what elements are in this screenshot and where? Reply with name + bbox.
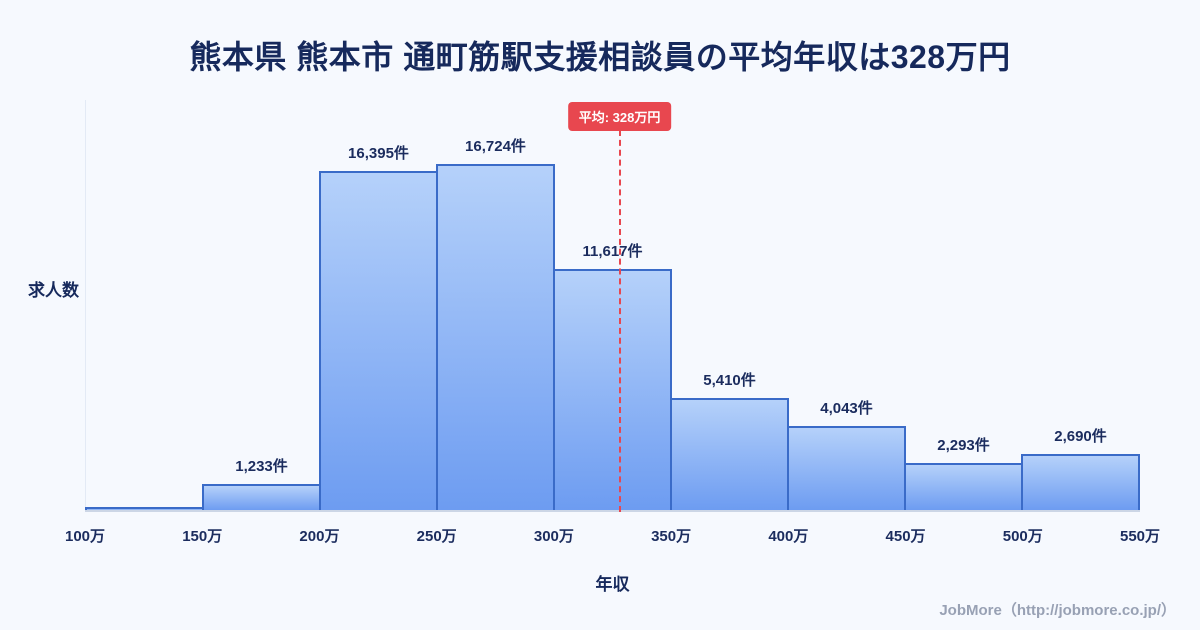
footer-credit: JobMore（http://jobmore.co.jp/） bbox=[939, 602, 1176, 619]
bar-value-label: 11,617件 bbox=[582, 243, 643, 260]
bar-value-label: 2,690件 bbox=[1054, 428, 1107, 445]
x-tick-label: 400万 bbox=[768, 528, 809, 545]
bar-cell: 1,233件 bbox=[202, 100, 321, 510]
x-ticks: 100万 150万 200万 250万 300万 350万 400万 450万 500万 550万 bbox=[65, 512, 1160, 545]
bar-cell: 16,724件 bbox=[436, 100, 555, 510]
x-tick-label: 200万 bbox=[299, 528, 340, 545]
histogram-bar bbox=[904, 463, 1023, 510]
bar-value-label: 2,293件 bbox=[937, 437, 990, 454]
histogram-bar bbox=[85, 507, 204, 510]
average-badge: 平均: 328万円 bbox=[567, 102, 672, 131]
x-tick-label: 150万 bbox=[182, 528, 223, 545]
bar-cell: 2,690件 bbox=[1021, 100, 1140, 510]
bar-cell bbox=[85, 100, 204, 510]
x-tick-label: 450万 bbox=[885, 528, 926, 545]
histogram-bar bbox=[1021, 454, 1140, 510]
bar-value-label: 1,233件 bbox=[235, 458, 288, 475]
histogram-bar bbox=[319, 171, 438, 510]
bar-value-label: 5,410件 bbox=[703, 372, 756, 389]
x-tick-label: 100万 bbox=[64, 528, 106, 545]
bar-value-label: 16,395件 bbox=[348, 145, 409, 162]
x-tick-label: 300万 bbox=[533, 528, 574, 545]
x-tick-label: 350万 bbox=[651, 528, 692, 545]
bar-cell: 5,410件 bbox=[670, 100, 789, 510]
histogram-bar bbox=[436, 164, 555, 510]
histogram-bar bbox=[553, 269, 672, 510]
bar-cell: 11,617件 bbox=[553, 100, 672, 510]
bar-value-label: 4,043件 bbox=[820, 400, 873, 417]
bar-cell: 4,043件 bbox=[787, 100, 906, 510]
x-tick-label: 250万 bbox=[416, 528, 457, 545]
x-axis-label: 年収 bbox=[595, 575, 630, 594]
bar-value-label: 16,724件 bbox=[465, 138, 526, 155]
average-line bbox=[618, 130, 621, 512]
x-tick-label: 500万 bbox=[1002, 528, 1043, 545]
x-axis-line bbox=[85, 510, 1140, 512]
bar-cell: 16,395件 bbox=[319, 100, 438, 510]
histogram-bar bbox=[787, 426, 906, 510]
y-axis-label: 求人数 bbox=[28, 281, 79, 300]
bars-container: 1,233件 16,395件 16,724件 11,617件 5,410件 4,043件 2… bbox=[85, 100, 1140, 510]
plot-area: 1,233件 16,395件 16,724件 11,617件 5,410件 4,043件 2… bbox=[65, 100, 1160, 545]
x-tick-label: 550万 bbox=[1119, 528, 1161, 545]
chart-title: 熊本県 熊本市 通町筋駅支援相談員の平均年収は328万円 bbox=[189, 39, 1011, 75]
histogram-bar bbox=[202, 484, 321, 510]
bar-cell: 2,293件 bbox=[904, 100, 1023, 510]
y-axis-line bbox=[85, 100, 86, 512]
histogram-bar bbox=[670, 398, 789, 510]
